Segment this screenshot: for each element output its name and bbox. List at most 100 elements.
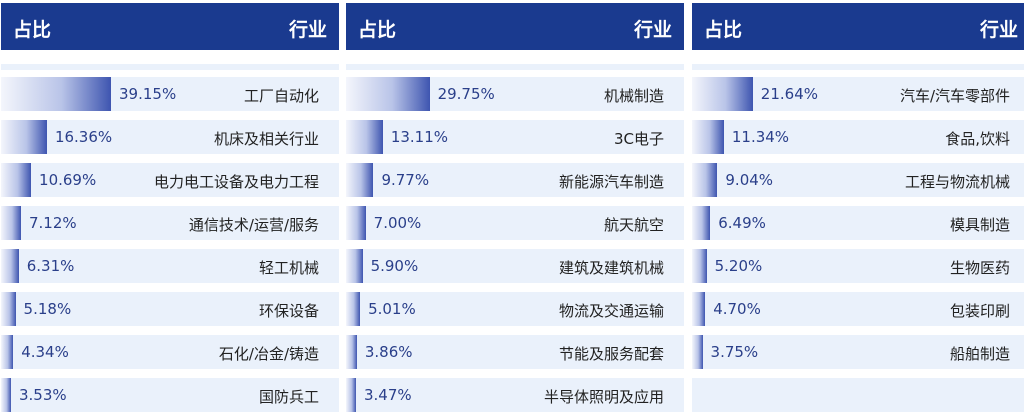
table-row: 5.90% 建筑及建筑机械	[346, 249, 684, 283]
industry-label: 电力电工设备及电力工程	[153, 173, 319, 191]
industry-label: 包装印刷	[949, 302, 1010, 320]
table-row: 13.11% 3C电子	[346, 120, 684, 154]
header-separator	[346, 64, 684, 70]
share-bar	[346, 292, 361, 326]
industry-label: 半导体照明及应用	[543, 388, 664, 406]
industry-panel: 占比 行业 29.75% 机械制造 13.11% 3C电子 9.77% 新能源汽车制造 7.00…	[346, 0, 684, 412]
industry-label: 新能源汽车制造	[558, 173, 664, 191]
panel-header: 占比 行业	[346, 3, 684, 50]
industry-label: 船舶制造	[949, 345, 1010, 363]
share-value-label: 13.11%	[390, 128, 449, 146]
share-bar	[692, 292, 706, 326]
industry-label: 物流及交通运输	[558, 302, 664, 320]
table-row: 9.04% 工程与物流机械	[692, 163, 1024, 197]
share-bar	[346, 378, 356, 412]
share-value-label: 5.90%	[370, 257, 419, 275]
table-row: 5.20% 生物医药	[692, 249, 1024, 283]
industry-label: 汽车/汽车零部件	[899, 87, 1010, 105]
industry-label: 食品,饮料	[945, 130, 1010, 148]
share-value-label: 4.34%	[21, 343, 69, 361]
table-row: 6.49% 模具制造	[692, 206, 1024, 240]
table-row: 4.70% 包装印刷	[692, 292, 1024, 326]
share-bar	[346, 206, 366, 240]
share-value-label: 5.01%	[368, 300, 416, 318]
share-bar	[1, 249, 19, 283]
share-value-label: 3.53%	[19, 386, 67, 404]
header-share-label: 占比	[704, 19, 743, 41]
share-bar	[346, 335, 357, 369]
industry-label: 通信技术/运营/服务	[188, 216, 319, 234]
table-row: 29.75% 机械制造	[346, 77, 684, 111]
share-bar	[692, 77, 753, 111]
share-value-label: 3.47%	[364, 386, 412, 404]
table-row: 3.75% 船舶制造	[692, 335, 1024, 369]
share-value-label: 9.04%	[725, 171, 774, 189]
industry-label: 航天航空	[603, 216, 664, 234]
industry-label: 环保设备	[258, 302, 319, 320]
table-row: 3.86% 节能及服务配套	[346, 335, 684, 369]
share-value-label: 5.20%	[714, 257, 763, 275]
share-bar	[692, 206, 711, 240]
share-bar	[346, 163, 374, 197]
panel-header: 占比 行业	[692, 3, 1024, 50]
panel-header: 占比 行业	[1, 3, 339, 50]
industry-label: 3C电子	[613, 130, 664, 148]
industry-label: 机械制造	[603, 87, 664, 105]
industry-label: 生物医药	[949, 259, 1010, 277]
table-row: 5.01% 物流及交通运输	[346, 292, 684, 326]
industry-label: 模具制造	[949, 216, 1010, 234]
share-value-label: 5.18%	[23, 300, 72, 318]
share-value-label: 6.31%	[26, 257, 75, 275]
table-row: 3.53% 国防兵工	[1, 378, 339, 412]
industry-label: 轻工机械	[258, 259, 319, 277]
share-bar	[1, 120, 47, 154]
share-value-label: 21.64%	[760, 85, 818, 103]
share-bar	[1, 378, 11, 412]
industry-label: 建筑及建筑机械	[558, 259, 664, 277]
table-row: 9.77% 新能源汽车制造	[346, 163, 684, 197]
share-value-label: 4.70%	[713, 300, 761, 318]
industry-label: 机床及相关行业	[213, 130, 319, 148]
header-industry-label: 行业	[288, 19, 327, 41]
share-bar	[346, 120, 383, 154]
share-value-label: 16.36%	[54, 128, 113, 146]
empty-row	[692, 378, 1024, 412]
share-bar	[346, 77, 430, 111]
table-row: 16.36% 机床及相关行业	[1, 120, 339, 154]
industry-label: 国防兵工	[258, 388, 319, 406]
industry-label: 节能及服务配套	[558, 345, 664, 363]
share-value-label: 11.34%	[731, 128, 790, 146]
share-bar	[692, 163, 718, 197]
table-row: 21.64% 汽车/汽车零部件	[692, 77, 1024, 111]
table-row: 4.34% 石化/冶金/铸造	[1, 335, 339, 369]
industry-panel: 占比 行业 21.64% 汽车/汽车零部件 11.34% 食品,饮料 9.04% 工程与物流机…	[692, 0, 1024, 412]
share-bar	[1, 206, 21, 240]
share-value-label: 3.75%	[710, 343, 759, 361]
share-value-label: 3.86%	[364, 343, 413, 361]
share-value-label: 9.77%	[381, 171, 430, 189]
header-industry-label: 行业	[979, 19, 1018, 41]
share-bar	[692, 249, 707, 283]
table-row: 5.18% 环保设备	[1, 292, 339, 326]
share-bar	[1, 292, 16, 326]
header-share-label: 占比	[13, 19, 52, 41]
table-row: 10.69% 电力电工设备及电力工程	[1, 163, 339, 197]
table-row: 11.34% 食品,饮料	[692, 120, 1024, 154]
header-separator	[692, 64, 1024, 70]
table-row: 39.15% 工厂自动化	[1, 77, 339, 111]
share-value-label: 7.12%	[29, 214, 77, 232]
table-row: 6.31% 轻工机械	[1, 249, 339, 283]
header-separator	[1, 64, 339, 70]
header-share-label: 占比	[358, 19, 397, 41]
share-value-label: 10.69%	[39, 171, 97, 189]
share-bar	[1, 335, 14, 369]
share-bar	[692, 335, 703, 369]
share-value-label: 29.75%	[437, 85, 495, 103]
table-row: 3.47% 半导体照明及应用	[346, 378, 684, 412]
share-bar	[692, 120, 724, 154]
share-value-label: 7.00%	[373, 214, 422, 232]
industry-label: 工程与物流机械	[904, 173, 1010, 191]
industry-panel: 占比 行业 39.15% 工厂自动化 16.36% 机床及相关行业 10.69% 电力电工设备…	[1, 0, 339, 412]
share-value-label: 39.15%	[119, 85, 177, 103]
share-bar	[1, 77, 111, 111]
